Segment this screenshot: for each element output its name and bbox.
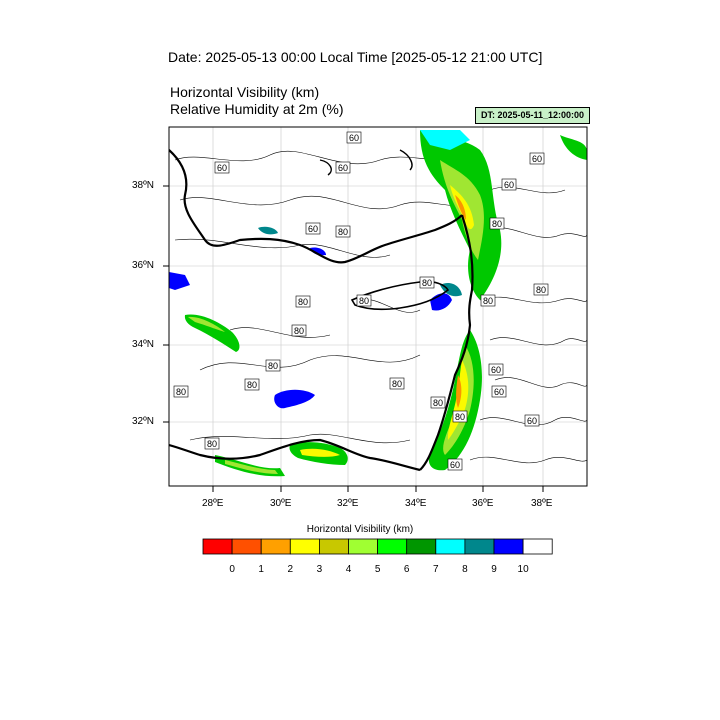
- contour-label: 80: [207, 439, 217, 449]
- contour-label: 80: [298, 297, 308, 307]
- colorbar-label: 8: [462, 564, 468, 575]
- variable-title-humidity: Relative Humidity at 2m (%): [170, 101, 344, 117]
- contour-label: 80: [359, 296, 369, 306]
- contour-label: 80: [338, 227, 348, 237]
- colorbar-swatch: [348, 538, 379, 555]
- colorbar-label: 4: [345, 564, 352, 575]
- colorbar-label: 2: [287, 564, 294, 575]
- colorbar-label: 9: [491, 564, 497, 575]
- contour-label: 80: [268, 361, 278, 371]
- lon-tick-label: 28ºE: [202, 498, 224, 509]
- colorbar-swatch: [260, 538, 291, 555]
- dt-stamp-badge: DT: 2025-05-11_12:00:00: [475, 107, 590, 124]
- contour-label: 80: [536, 285, 546, 295]
- colorbar-label: 10: [517, 564, 529, 575]
- contour-label: 80: [392, 379, 402, 389]
- colorbar-swatch: [231, 538, 262, 555]
- contour-label: 60: [450, 460, 460, 470]
- contour-label: 80: [455, 412, 465, 422]
- contour-label: 80: [294, 326, 304, 336]
- colorbar-label: 5: [374, 564, 381, 575]
- lon-tick-label: 36ºE: [472, 498, 494, 509]
- contour-label: 60: [338, 163, 348, 173]
- colorbar-title: Horizontal Visibility (km): [306, 524, 414, 535]
- contour-label: 60: [349, 133, 359, 143]
- contour-label: 80: [247, 380, 257, 390]
- lat-tick-label: 36ºN: [132, 260, 154, 271]
- colorbar-swatch: [202, 538, 233, 555]
- contour-label: 80: [433, 398, 443, 408]
- colorbar-label: 0: [229, 564, 235, 575]
- contour-label: 80: [492, 219, 502, 229]
- colorbar-swatch: [493, 538, 524, 555]
- colorbar-swatch: [464, 538, 495, 555]
- colorbar-swatch: [435, 538, 466, 555]
- contour-label: 80: [422, 278, 432, 288]
- contour-label: 60: [504, 180, 514, 190]
- colorbar-label: 7: [433, 564, 439, 575]
- variable-title-visibility: Horizontal Visibility (km): [170, 84, 320, 100]
- lat-tick-label: 38ºN: [132, 180, 154, 191]
- date-title: Date: 2025-05-13 00:00 Local Time [2025-…: [168, 49, 543, 65]
- colorbar-label: 1: [258, 564, 264, 575]
- colorbar-label: 3: [316, 564, 323, 575]
- humidity-contours: [174, 149, 587, 464]
- contour-label: 60: [491, 365, 501, 375]
- map-frame: [168, 126, 588, 487]
- lon-tick-label: 32ºE: [337, 498, 359, 509]
- contour-label: 60: [527, 416, 537, 426]
- colorbar-swatch: [406, 538, 437, 555]
- lon-tick-label: 38ºE: [531, 498, 553, 509]
- colorbar-swatch: [377, 538, 408, 555]
- colorbar-swatch: [318, 538, 349, 555]
- colorbar-swatch: [522, 538, 553, 555]
- colorbar: [202, 538, 553, 555]
- contour-label: 60: [494, 387, 504, 397]
- lon-tick-label: 30ºE: [270, 498, 292, 509]
- lon-tick-label: 34ºE: [405, 498, 427, 509]
- lat-tick-label: 34ºN: [132, 339, 154, 350]
- map-plot-area: 60 60 60 60 60 60 80 80 80 80 80 80 80 8…: [169, 127, 587, 486]
- contour-label: 60: [217, 163, 227, 173]
- colorbar-swatch: [289, 538, 320, 555]
- lat-tick-label: 32ºN: [132, 416, 154, 427]
- contour-label: 80: [176, 387, 186, 397]
- contour-labels: 60 60 60 60 60 60 80 80 80 80 80 80 80 8…: [173, 131, 549, 471]
- contour-label: 60: [532, 154, 542, 164]
- axis-ticks: [163, 185, 544, 492]
- contour-label: 60: [308, 224, 318, 234]
- colorbar-label: 6: [403, 564, 410, 575]
- contour-label: 80: [483, 296, 493, 306]
- coastline: [169, 149, 474, 472]
